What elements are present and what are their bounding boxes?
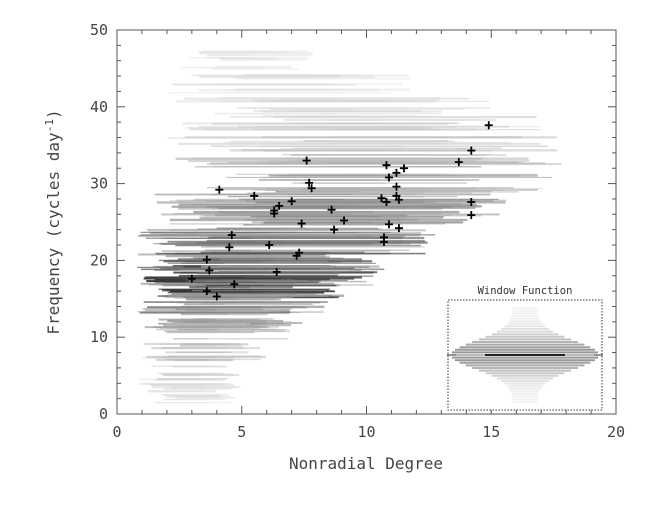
data-point xyxy=(394,195,403,204)
data-point xyxy=(225,243,234,252)
y-tick-label: 30 xyxy=(90,175,108,193)
data-point xyxy=(295,248,304,257)
data-point xyxy=(454,158,463,167)
data-point xyxy=(330,225,339,234)
data-point xyxy=(392,182,401,191)
y-tick-label: 10 xyxy=(90,328,108,346)
x-tick-label: 15 xyxy=(482,423,500,441)
x-tick-label: 5 xyxy=(237,423,246,441)
data-point xyxy=(467,146,476,155)
y-tick-label: 0 xyxy=(99,405,108,423)
data-point xyxy=(265,241,274,250)
x-tick-label: 20 xyxy=(607,423,625,441)
data-point xyxy=(205,266,214,275)
data-point xyxy=(302,156,311,165)
data-point xyxy=(250,191,259,200)
data-point xyxy=(212,292,221,301)
y-tick-label: 40 xyxy=(90,98,108,116)
data-point xyxy=(340,216,349,225)
data-point xyxy=(307,184,316,193)
data-point xyxy=(392,168,401,177)
x-tick-label: 10 xyxy=(357,423,375,441)
data-point xyxy=(227,231,236,240)
data-point xyxy=(202,255,211,264)
data-point xyxy=(275,201,284,210)
data-point xyxy=(484,121,493,130)
data-point xyxy=(305,178,314,187)
data-point xyxy=(297,219,306,228)
data-point xyxy=(382,198,391,207)
y-tick-label: 20 xyxy=(90,251,108,269)
data-point xyxy=(467,211,476,220)
data-point xyxy=(377,194,386,203)
data-point xyxy=(399,164,408,173)
data-point xyxy=(379,237,388,246)
data-point xyxy=(384,220,393,229)
tick-labels: 0 5 10 15 20 0 10 20 30 40 50 xyxy=(90,21,625,441)
data-point xyxy=(187,274,196,283)
inset-title: Window Function xyxy=(478,285,573,297)
data-point xyxy=(202,287,211,296)
density-map xyxy=(136,50,562,404)
window-function-inset: Window Function xyxy=(447,285,603,411)
data-point xyxy=(467,198,476,207)
data-point xyxy=(394,224,403,233)
window-function-density xyxy=(447,307,603,403)
y-axis-label: Frequency (cycles day-1) xyxy=(43,109,63,334)
y-axis-label-superscript: -1 xyxy=(43,119,56,132)
data-point xyxy=(287,197,296,206)
x-tick-label: 0 xyxy=(112,423,121,441)
data-point xyxy=(272,267,281,276)
data-point xyxy=(215,185,224,194)
data-point xyxy=(230,280,239,289)
data-point xyxy=(384,173,393,182)
data-point xyxy=(270,209,279,218)
x-axis-label: Nonradial Degree xyxy=(289,454,443,473)
axis-ticks xyxy=(116,29,617,415)
data-points xyxy=(187,121,493,301)
data-point xyxy=(327,205,336,214)
data-point xyxy=(382,161,391,170)
y-tick-label: 50 xyxy=(90,21,108,39)
